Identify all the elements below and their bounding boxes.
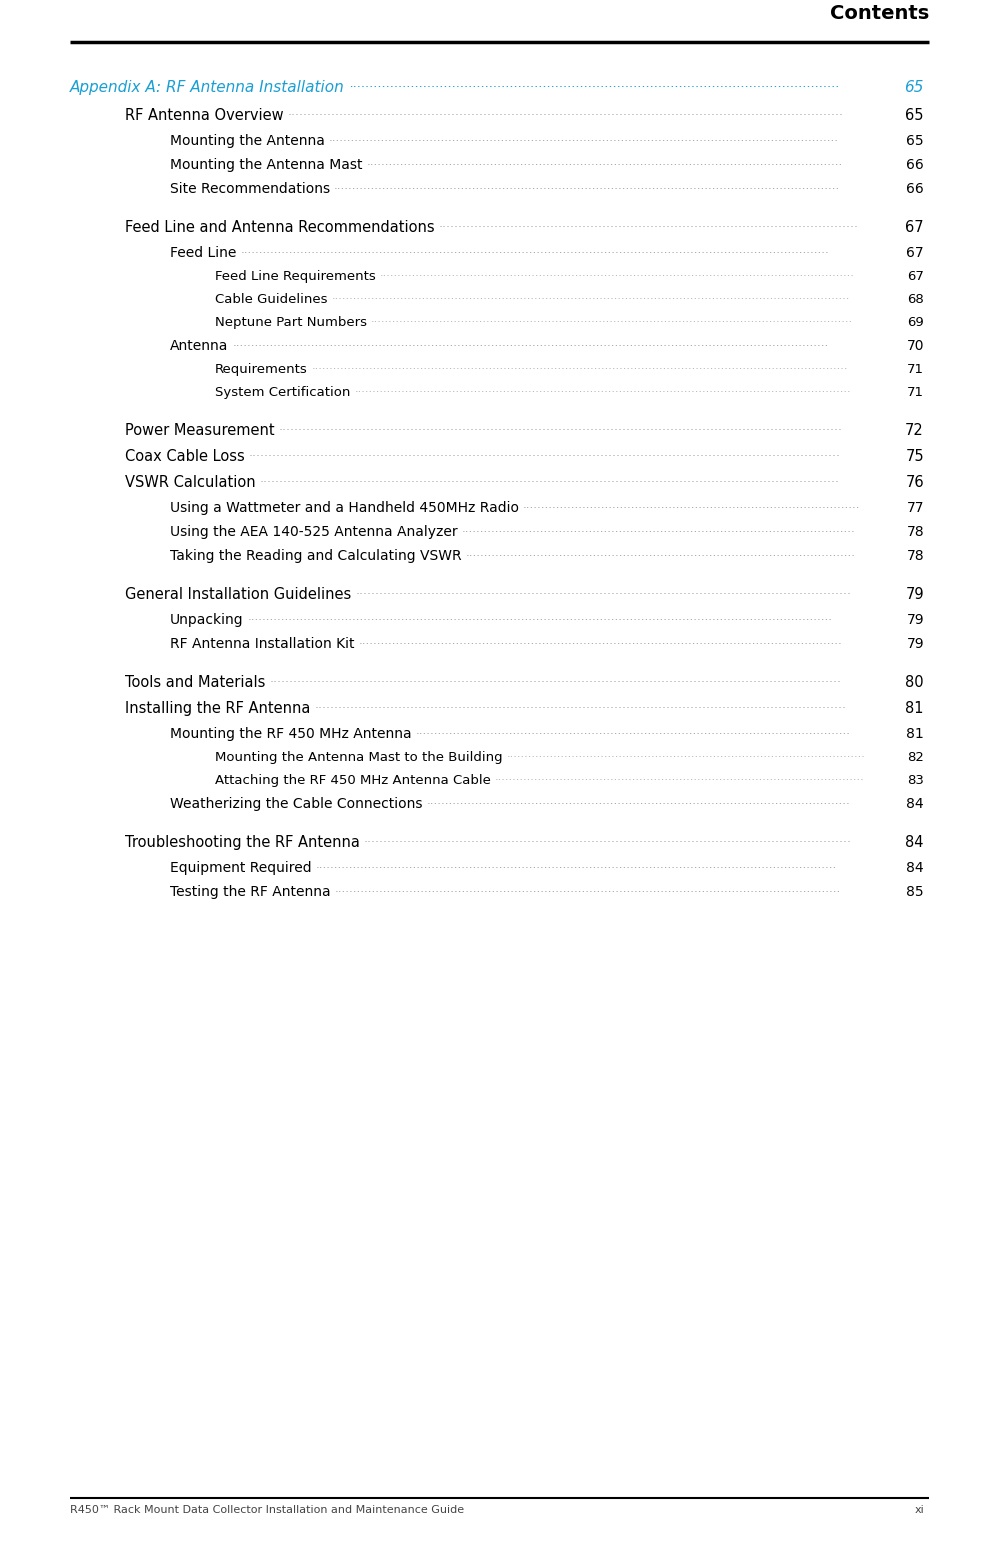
Text: Power Measurement: Power Measurement — [125, 423, 275, 439]
Text: 67: 67 — [905, 220, 924, 236]
Text: RF Antenna Overview: RF Antenna Overview — [125, 109, 284, 122]
Text: ................................................................................: ........................................… — [240, 243, 829, 256]
Text: 71: 71 — [907, 386, 924, 398]
Text: 82: 82 — [907, 752, 924, 764]
Text: ................................................................................: ........................................… — [439, 217, 858, 229]
Text: ................................................................................: ........................................… — [462, 522, 855, 535]
Text: 66: 66 — [906, 181, 924, 195]
Text: Taking the Reading and Calculating VSWR: Taking the Reading and Calculating VSWR — [170, 549, 462, 563]
Text: 83: 83 — [907, 773, 924, 787]
Text: 84: 84 — [906, 860, 924, 876]
Text: ................................................................................: ........................................… — [260, 473, 840, 485]
Text: 77: 77 — [907, 501, 924, 515]
Text: Attaching the RF 450 MHz Antenna Cable: Attaching the RF 450 MHz Antenna Cable — [215, 773, 491, 787]
Text: 66: 66 — [906, 158, 924, 172]
Text: ................................................................................: ........................................… — [426, 794, 851, 808]
Text: 81: 81 — [906, 727, 924, 741]
Text: Feed Line and Antenna Recommendations: Feed Line and Antenna Recommendations — [125, 220, 434, 236]
Text: Mounting the Antenna Mast to the Building: Mounting the Antenna Mast to the Buildin… — [215, 752, 502, 764]
Text: 78: 78 — [906, 525, 924, 539]
Text: Installing the RF Antenna: Installing the RF Antenna — [125, 701, 311, 716]
Text: ................................................................................: ........................................… — [358, 634, 843, 646]
Text: 79: 79 — [906, 637, 924, 651]
Text: ................................................................................: ........................................… — [355, 584, 852, 597]
Text: Equipment Required: Equipment Required — [170, 860, 312, 876]
Text: Neptune Part Numbers: Neptune Part Numbers — [215, 316, 367, 329]
Text: VSWR Calculation: VSWR Calculation — [125, 474, 255, 490]
Text: Unpacking: Unpacking — [170, 612, 243, 628]
Text: Weatherizing the Cable Connections: Weatherizing the Cable Connections — [170, 797, 422, 811]
Text: Mounting the Antenna Mast: Mounting the Antenna Mast — [170, 158, 363, 172]
Text: ................................................................................: ........................................… — [364, 832, 852, 845]
Text: 79: 79 — [905, 587, 924, 601]
Text: 70: 70 — [907, 339, 924, 353]
Text: ................................................................................: ........................................… — [232, 336, 829, 349]
Text: ................................................................................: ........................................… — [279, 420, 843, 432]
Text: ................................................................................: ........................................… — [312, 361, 849, 372]
Text: ................................................................................: ........................................… — [354, 384, 851, 394]
Text: Testing the RF Antenna: Testing the RF Antenna — [170, 885, 330, 899]
Text: ................................................................................: ........................................… — [523, 498, 860, 512]
Text: xi: xi — [914, 1505, 924, 1514]
Text: ................................................................................: ........................................… — [371, 315, 854, 324]
Text: Feed Line: Feed Line — [170, 246, 236, 260]
Text: ................................................................................: ........................................… — [315, 859, 837, 871]
Text: ................................................................................: ........................................… — [288, 105, 844, 118]
Text: Site Recommendations: Site Recommendations — [170, 181, 330, 195]
Text: ................................................................................: ........................................… — [494, 772, 864, 783]
Text: 65: 65 — [905, 81, 924, 95]
Text: 85: 85 — [906, 885, 924, 899]
Text: 76: 76 — [905, 474, 924, 490]
Text: ................................................................................: ........................................… — [329, 132, 839, 144]
Text: 68: 68 — [907, 293, 924, 305]
Text: RF Antenna Installation Kit: RF Antenna Installation Kit — [170, 637, 354, 651]
Text: 65: 65 — [906, 133, 924, 147]
Text: ................................................................................: ........................................… — [247, 611, 833, 623]
Text: Mounting the Antenna: Mounting the Antenna — [170, 133, 324, 147]
Text: Contents: Contents — [830, 5, 929, 23]
Text: ................................................................................: ........................................… — [331, 291, 850, 301]
Text: ................................................................................: ........................................… — [367, 155, 843, 167]
Text: 78: 78 — [906, 549, 924, 563]
Text: System Certification: System Certification — [215, 386, 350, 398]
Text: 72: 72 — [905, 423, 924, 439]
Text: 67: 67 — [907, 270, 924, 284]
Text: ................................................................................: ........................................… — [466, 546, 855, 560]
Text: ................................................................................: ........................................… — [380, 268, 854, 279]
Text: ................................................................................: ........................................… — [249, 446, 841, 459]
Text: ................................................................................: ........................................… — [334, 178, 841, 192]
Text: 69: 69 — [907, 316, 924, 329]
Text: Feed Line Requirements: Feed Line Requirements — [215, 270, 376, 284]
Text: General Installation Guidelines: General Installation Guidelines — [125, 587, 351, 601]
Text: Antenna: Antenna — [170, 339, 228, 353]
Text: 79: 79 — [906, 612, 924, 628]
Text: Mounting the RF 450 MHz Antenna: Mounting the RF 450 MHz Antenna — [170, 727, 411, 741]
Text: ................................................................................: ........................................… — [315, 698, 847, 711]
Text: Requirements: Requirements — [215, 363, 308, 377]
Text: R450™ Rack Mount Data Collector Installation and Maintenance Guide: R450™ Rack Mount Data Collector Installa… — [70, 1505, 464, 1514]
Text: Appendix A: RF Antenna Installation: Appendix A: RF Antenna Installation — [70, 81, 345, 95]
Text: ................................................................................: ........................................… — [506, 749, 865, 760]
Text: Tools and Materials: Tools and Materials — [125, 674, 265, 690]
Text: Using a Wattmeter and a Handheld 450MHz Radio: Using a Wattmeter and a Handheld 450MHz … — [170, 501, 519, 515]
Text: 65: 65 — [906, 109, 924, 122]
Text: ................................................................................: ........................................… — [269, 673, 842, 685]
Text: ................................................................................: ........................................… — [334, 882, 841, 894]
Text: Coax Cable Loss: Coax Cable Loss — [125, 449, 244, 463]
Text: 81: 81 — [906, 701, 924, 716]
Text: 84: 84 — [906, 797, 924, 811]
Text: Troubleshooting the RF Antenna: Troubleshooting the RF Antenna — [125, 835, 360, 849]
Text: 75: 75 — [905, 449, 924, 463]
Text: ................................................................................: ........................................… — [415, 724, 851, 736]
Text: 80: 80 — [905, 674, 924, 690]
Text: 67: 67 — [906, 246, 924, 260]
Text: ................................................................................: ........................................… — [349, 78, 840, 90]
Text: 84: 84 — [906, 835, 924, 849]
Text: 71: 71 — [907, 363, 924, 377]
Text: Cable Guidelines: Cable Guidelines — [215, 293, 327, 305]
Text: Using the AEA 140-525 Antenna Analyzer: Using the AEA 140-525 Antenna Analyzer — [170, 525, 458, 539]
